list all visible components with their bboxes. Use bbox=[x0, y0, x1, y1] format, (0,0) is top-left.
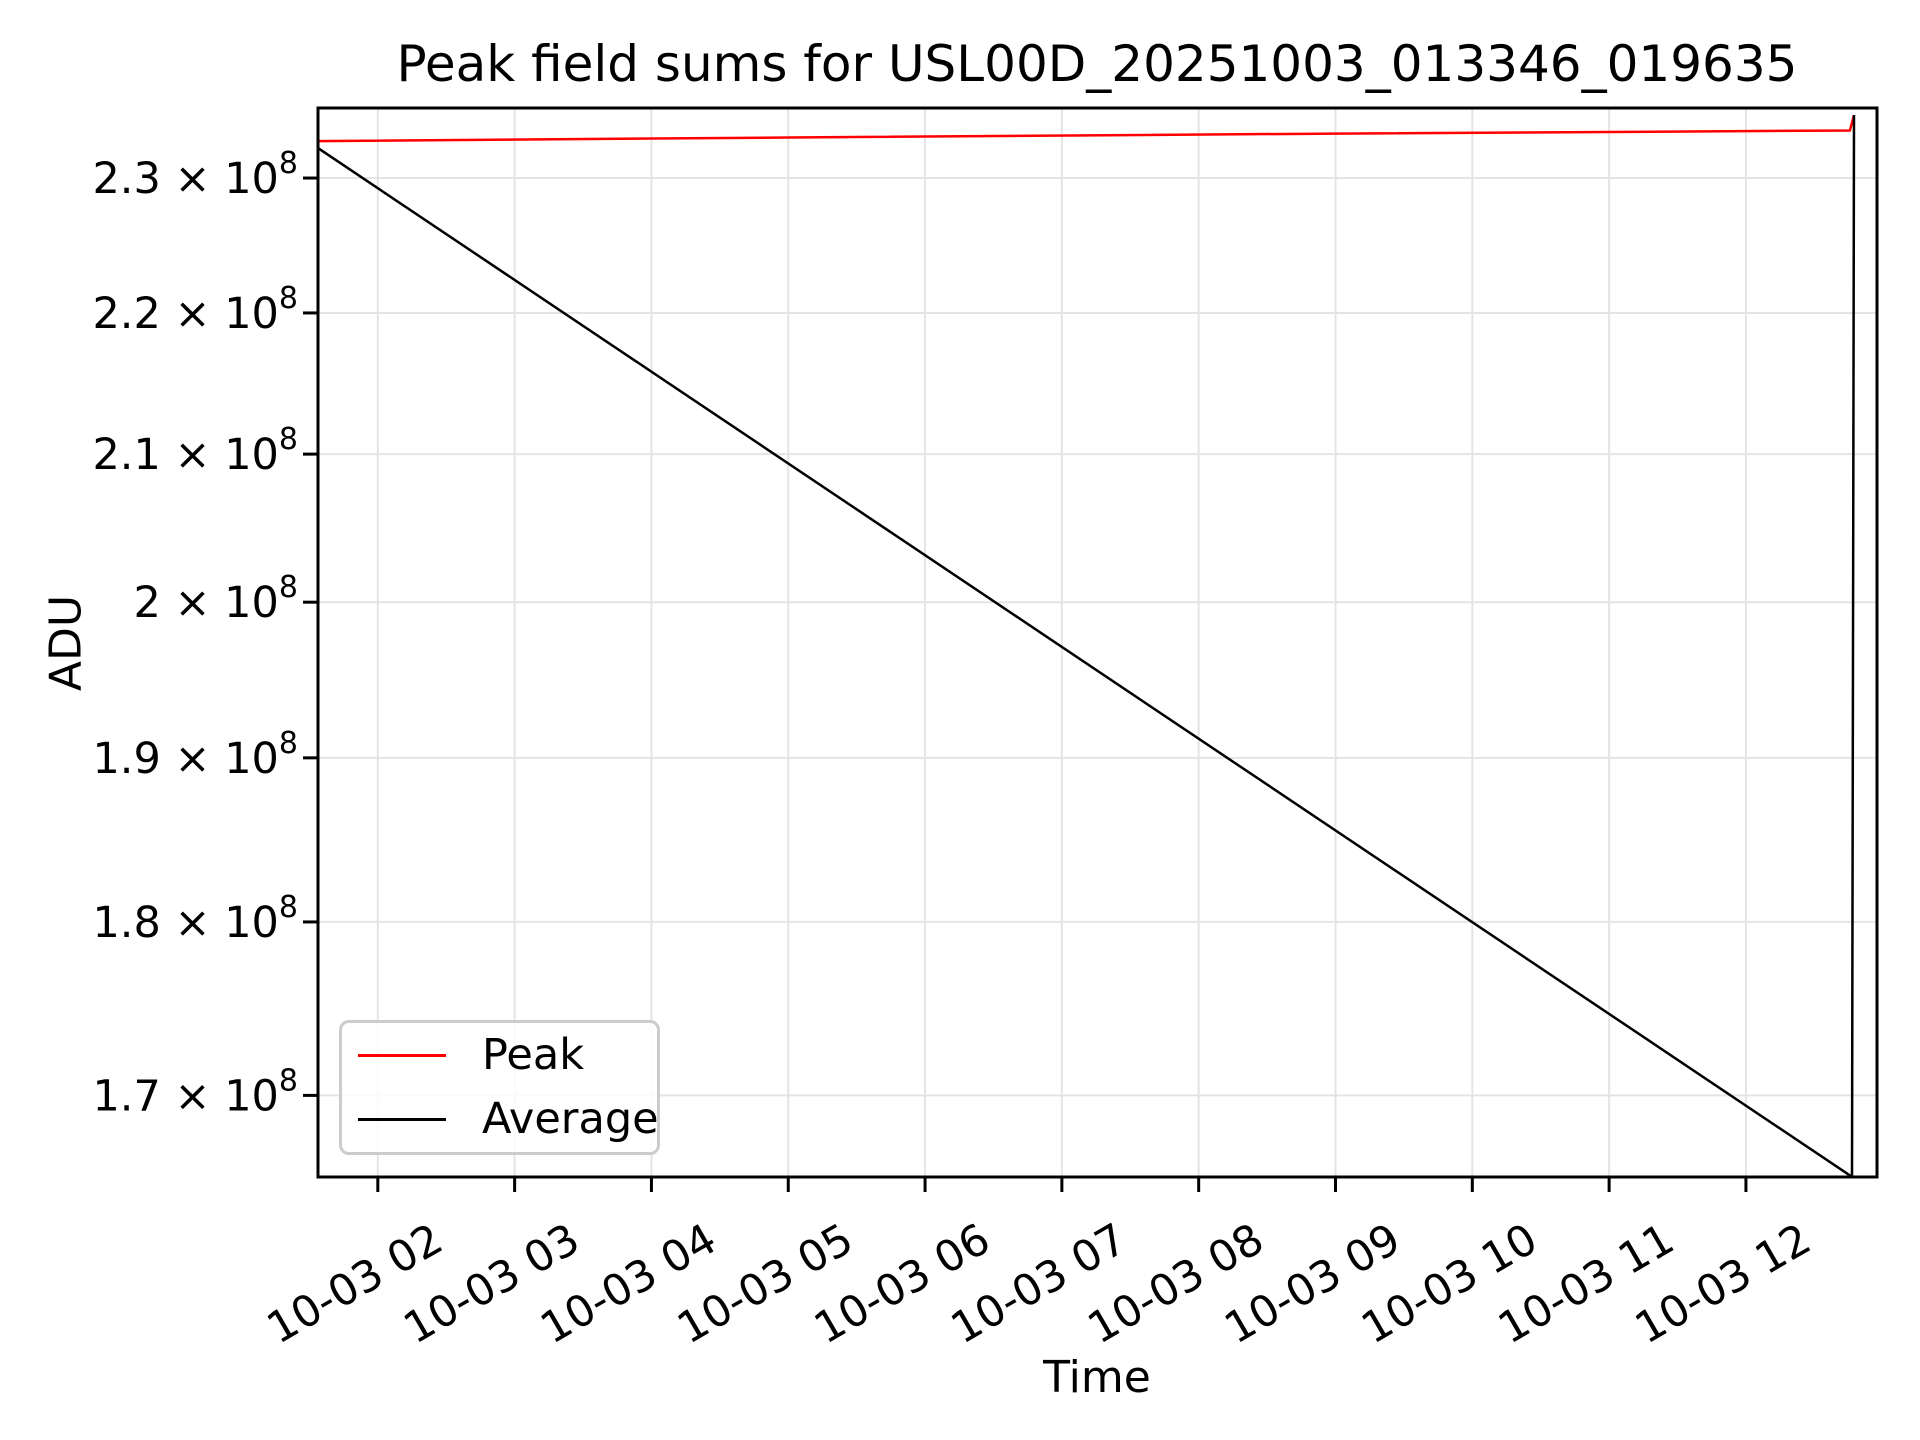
plot-border bbox=[316, 106, 1879, 1179]
y-axis-label: ADU bbox=[40, 594, 92, 692]
y-tick-label: 2.1 × 108 bbox=[92, 422, 298, 480]
data-series bbox=[317, 114, 1856, 1179]
tick-marks bbox=[303, 176, 1748, 1192]
y-tick-label: 1.8 × 108 bbox=[92, 890, 298, 948]
y-tick-label: 2.3 × 108 bbox=[92, 146, 298, 204]
y-tick-label: 2.2 × 108 bbox=[92, 281, 298, 339]
y-tick-label: 2 × 108 bbox=[133, 570, 298, 628]
legend: Peak Average bbox=[339, 1020, 660, 1155]
peak-line bbox=[317, 114, 1856, 143]
x-axis-label: Time bbox=[1043, 1352, 1151, 1403]
average-line-sample bbox=[358, 1118, 446, 1121]
chart-title: Peak field sums for USL00D_20251003_0133… bbox=[396, 35, 1798, 93]
gridlines bbox=[318, 108, 1877, 1177]
y-tick-label: 1.7 × 108 bbox=[92, 1063, 298, 1121]
legend-item-average: Average bbox=[358, 1088, 659, 1152]
legend-label: Average bbox=[482, 1094, 659, 1144]
y-tick-label: 1.9 × 108 bbox=[92, 726, 298, 784]
peak-line-sample bbox=[358, 1054, 446, 1057]
legend-item-peak: Peak bbox=[358, 1024, 657, 1088]
average-line bbox=[317, 115, 1856, 1179]
legend-label: Peak bbox=[482, 1030, 585, 1080]
